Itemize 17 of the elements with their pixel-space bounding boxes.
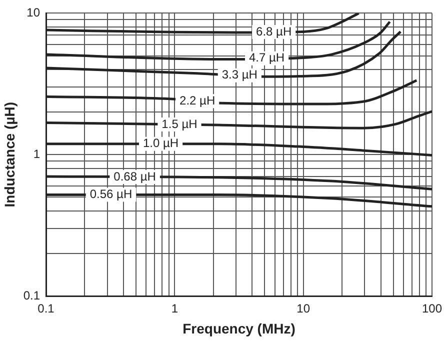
x-tick-label: 10 — [296, 302, 310, 316]
x-tick-label: 1 — [171, 302, 178, 316]
x-tick-label: 0.1 — [38, 302, 55, 316]
series-label: 1.0 µH — [142, 136, 179, 150]
y-tick-label: 10 — [26, 6, 40, 20]
y-tick-label: 1 — [33, 146, 40, 161]
x-axis-title: Frequency (MHz) — [182, 320, 296, 336]
y-tick-label: 0.1 — [23, 288, 40, 302]
y-axis-title: Inductance (µH) — [1, 102, 18, 208]
series-label: 3.3 µH — [222, 68, 258, 82]
series-label: 0.68 µH — [114, 169, 156, 184]
series-label: 0.56 µH — [90, 187, 132, 202]
x-tick-label: 100 — [422, 302, 442, 316]
series-label: 2.2 µH — [180, 93, 216, 108]
series-label: 4.7 µH — [248, 50, 285, 65]
series-label: 1.5 µH — [162, 116, 198, 131]
series-label: 6.8 µH — [256, 24, 292, 38]
